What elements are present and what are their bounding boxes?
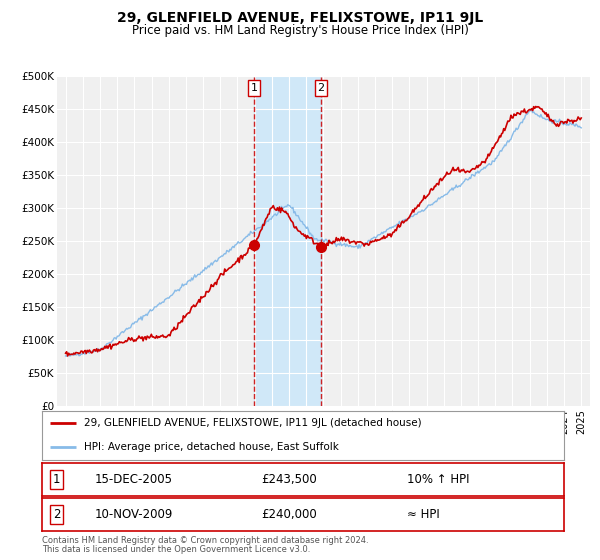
Text: Contains HM Land Registry data © Crown copyright and database right 2024.: Contains HM Land Registry data © Crown c… — [42, 536, 368, 545]
Text: 29, GLENFIELD AVENUE, FELIXSTOWE, IP11 9JL (detached house): 29, GLENFIELD AVENUE, FELIXSTOWE, IP11 9… — [84, 418, 421, 428]
Text: 10-NOV-2009: 10-NOV-2009 — [94, 508, 173, 521]
Text: 2: 2 — [317, 83, 325, 93]
Text: This data is licensed under the Open Government Licence v3.0.: This data is licensed under the Open Gov… — [42, 545, 310, 554]
Text: HPI: Average price, detached house, East Suffolk: HPI: Average price, detached house, East… — [84, 441, 338, 451]
Text: 15-DEC-2005: 15-DEC-2005 — [94, 473, 172, 486]
Text: ≈ HPI: ≈ HPI — [407, 508, 440, 521]
Text: 1: 1 — [53, 473, 61, 486]
Text: Price paid vs. HM Land Registry's House Price Index (HPI): Price paid vs. HM Land Registry's House … — [131, 24, 469, 36]
Text: £243,500: £243,500 — [261, 473, 317, 486]
Text: 1: 1 — [250, 83, 257, 93]
Text: 10% ↑ HPI: 10% ↑ HPI — [407, 473, 470, 486]
Text: 29, GLENFIELD AVENUE, FELIXSTOWE, IP11 9JL: 29, GLENFIELD AVENUE, FELIXSTOWE, IP11 9… — [117, 11, 483, 25]
Text: £240,000: £240,000 — [261, 508, 317, 521]
Text: 2: 2 — [53, 508, 61, 521]
Bar — [254, 76, 321, 406]
